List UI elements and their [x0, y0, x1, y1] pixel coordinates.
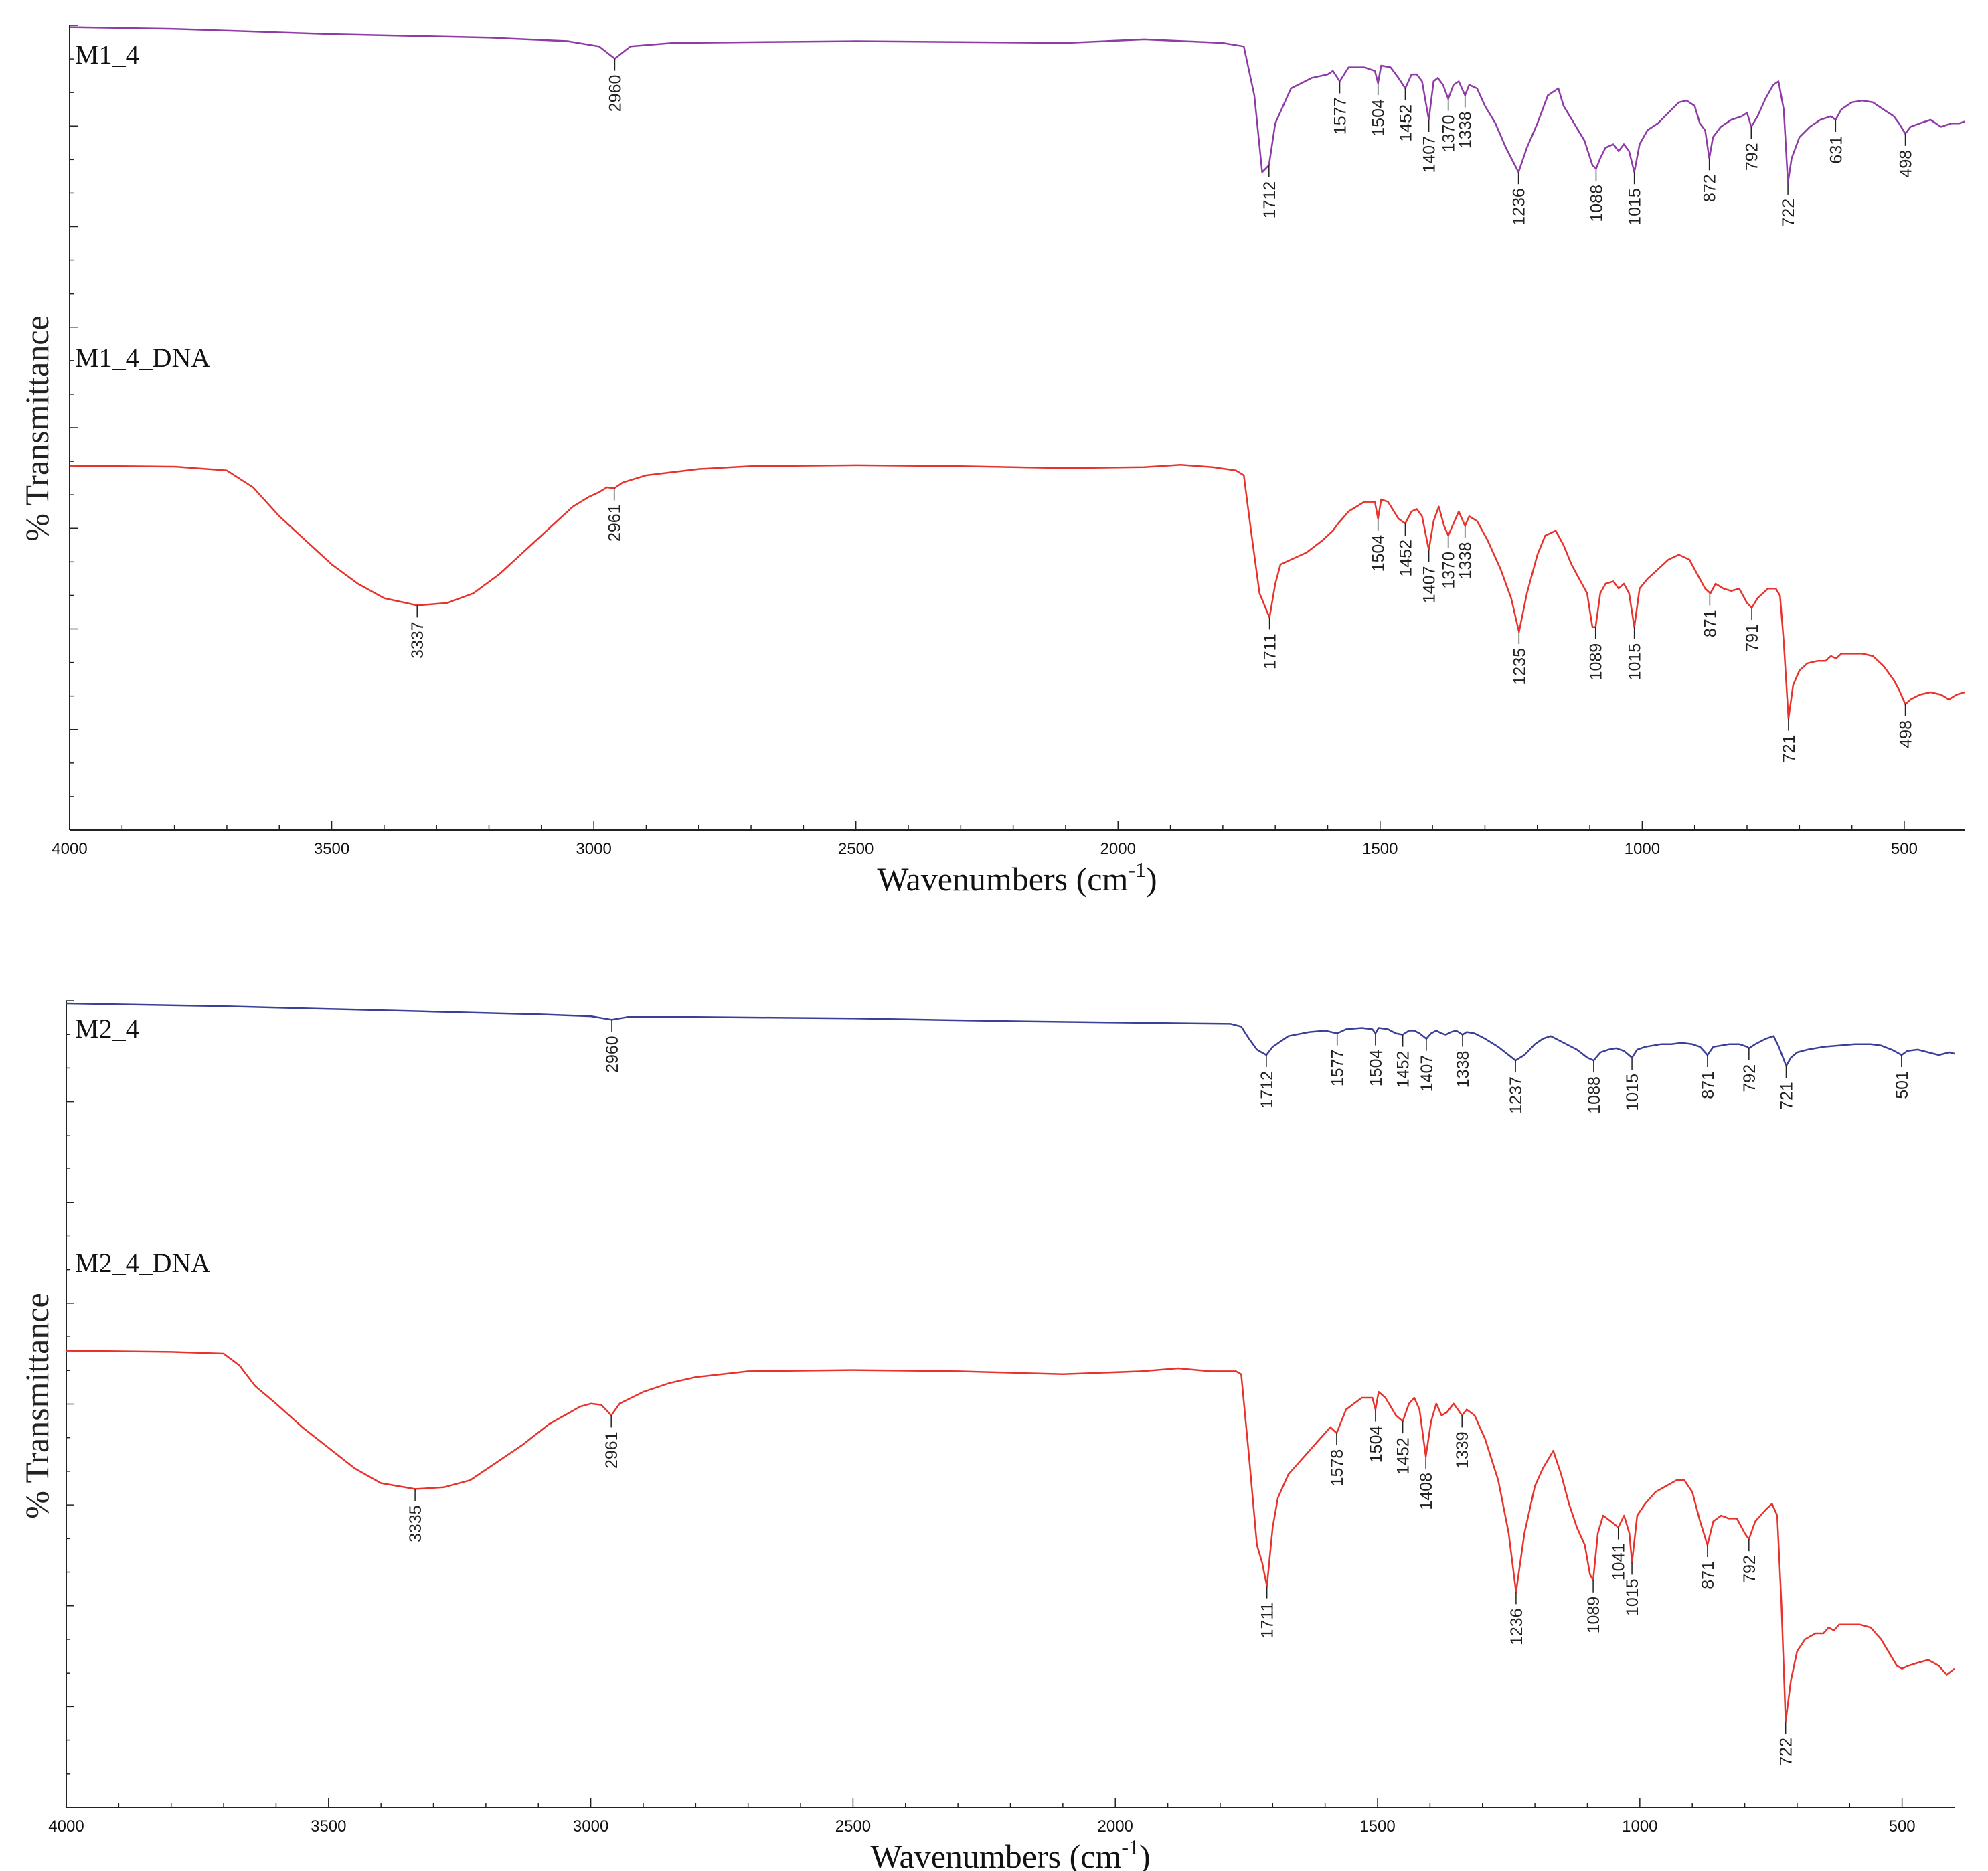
x-axis-label: Wavenumbers (cm-1): [877, 858, 1157, 898]
x-tick-label: 1000: [1622, 1817, 1657, 1836]
peak-label: 722: [1777, 1738, 1796, 1766]
peak-label: 1452: [1394, 1437, 1413, 1475]
x-tick-label: 3000: [576, 840, 611, 858]
series-name-label: M2_4_DNA: [75, 1248, 210, 1278]
peak-label: 1089: [1587, 643, 1606, 681]
x-tick-label: 3500: [314, 840, 349, 858]
peak-label: 1339: [1453, 1431, 1472, 1469]
peak-label: 1015: [1626, 188, 1645, 226]
peak-label: 1015: [1623, 1578, 1642, 1616]
peak-label: 872: [1701, 174, 1720, 202]
peak-label: 1452: [1394, 1051, 1413, 1088]
peak-label: 1504: [1370, 535, 1388, 572]
panel-m1: 4000 3500 3000 2500 2000 1500 1000 500 Wavenumbe…: [18, 25, 1965, 898]
x-tick-label: 1000: [1625, 840, 1660, 858]
peak-label: 2961: [606, 504, 625, 542]
peak-label: 1452: [1396, 540, 1415, 577]
x-tick-label: 500: [1889, 1817, 1916, 1836]
series-name-label: M2_4: [75, 1013, 139, 1044]
peak-label: 1711: [1258, 1603, 1277, 1639]
x-tick-label: 4000: [48, 1817, 84, 1836]
peak-label: 1504: [1370, 99, 1388, 137]
peak-label: 871: [1699, 1071, 1718, 1099]
peak-label: 791: [1743, 624, 1762, 652]
peak-label: 1338: [1454, 1051, 1473, 1088]
peak-label: 3335: [406, 1505, 425, 1542]
peak-label: 1236: [1507, 1608, 1526, 1645]
peak-label: 3337: [408, 621, 427, 659]
peak-label: 1015: [1626, 643, 1645, 681]
peak-label: 2960: [606, 75, 625, 112]
peak-label: 721: [1778, 1082, 1797, 1110]
x-tick-label: 1500: [1362, 840, 1398, 858]
peak-label: 2961: [602, 1431, 621, 1469]
peak-label: 1015: [1623, 1074, 1642, 1111]
peak-label: 1235: [1510, 648, 1529, 685]
peak-label: 1407: [1420, 136, 1439, 173]
peak-label: 1236: [1510, 188, 1529, 226]
peak-label: 1088: [1585, 1076, 1604, 1114]
x-tick-label: 2000: [1098, 1817, 1133, 1836]
peak-label: 498: [1897, 150, 1916, 178]
peak-label: 1577: [1329, 1050, 1347, 1087]
peak-label: 1504: [1367, 1050, 1386, 1087]
peak-label: 1407: [1418, 1055, 1436, 1092]
peak-label: 792: [1740, 1064, 1759, 1092]
peak-label: 792: [1742, 143, 1761, 171]
peak-label: 1577: [1331, 98, 1350, 135]
peak-label: 1370: [1440, 115, 1459, 153]
y-axis-label: % Transmittance: [18, 315, 56, 541]
peak-label: 1041: [1610, 1544, 1629, 1581]
x-tick-label: 2000: [1100, 840, 1136, 858]
peak-label: 1578: [1328, 1449, 1347, 1487]
panel-m2: 4000 3500 3000 2500 2000 1500 1000 500 Wavenumbe…: [18, 1000, 1955, 1871]
peak-label: 1712: [1258, 1071, 1276, 1109]
peak-label: 2960: [603, 1036, 622, 1073]
peak-label: 1370: [1440, 552, 1459, 589]
x-tick-label: 1500: [1359, 1817, 1395, 1836]
series-line-m2-4-dna: [66, 1350, 1955, 1723]
peak-label: 871: [1701, 609, 1720, 637]
peak-label: 1338: [1457, 111, 1475, 149]
peak-label: 1237: [1507, 1076, 1525, 1114]
series-line-m1-4: [69, 26, 1965, 184]
peak-label: 1452: [1396, 104, 1415, 142]
peak-label: 1712: [1260, 181, 1279, 219]
peak-label: 1504: [1367, 1426, 1386, 1463]
x-tick-label: 2500: [835, 1817, 871, 1836]
peak-label: 1089: [1584, 1597, 1603, 1634]
peak-label: 498: [1897, 720, 1916, 748]
peak-label: 1088: [1588, 185, 1606, 222]
x-tick-label: 500: [1891, 840, 1918, 858]
peak-label: 1408: [1417, 1473, 1436, 1510]
peak-label: 501: [1893, 1071, 1912, 1099]
peak-label: 1338: [1457, 542, 1475, 580]
x-axis-label: Wavenumbers (cm-1): [870, 1835, 1150, 1871]
series-name-label: M1_4_DNA: [75, 343, 210, 373]
peak-label: 721: [1780, 735, 1799, 763]
x-tick-label: 2500: [838, 840, 874, 858]
peak-label: 871: [1699, 1561, 1718, 1589]
x-tick-label: 4000: [52, 840, 87, 858]
peak-label: 631: [1827, 136, 1845, 164]
series-line-m2-4: [66, 1002, 1955, 1067]
y-axis-label: % Transmittance: [18, 1293, 56, 1518]
series-line-m1-4-dna: [69, 463, 1965, 720]
peak-label: 792: [1740, 1555, 1759, 1583]
peak-label: 722: [1779, 199, 1798, 227]
series-name-label: M1_4: [75, 39, 139, 70]
x-tick-label: 3500: [311, 1817, 346, 1836]
peak-label: 1711: [1261, 633, 1280, 669]
x-tick-label: 3000: [573, 1817, 608, 1836]
peak-label: 1407: [1420, 566, 1439, 604]
